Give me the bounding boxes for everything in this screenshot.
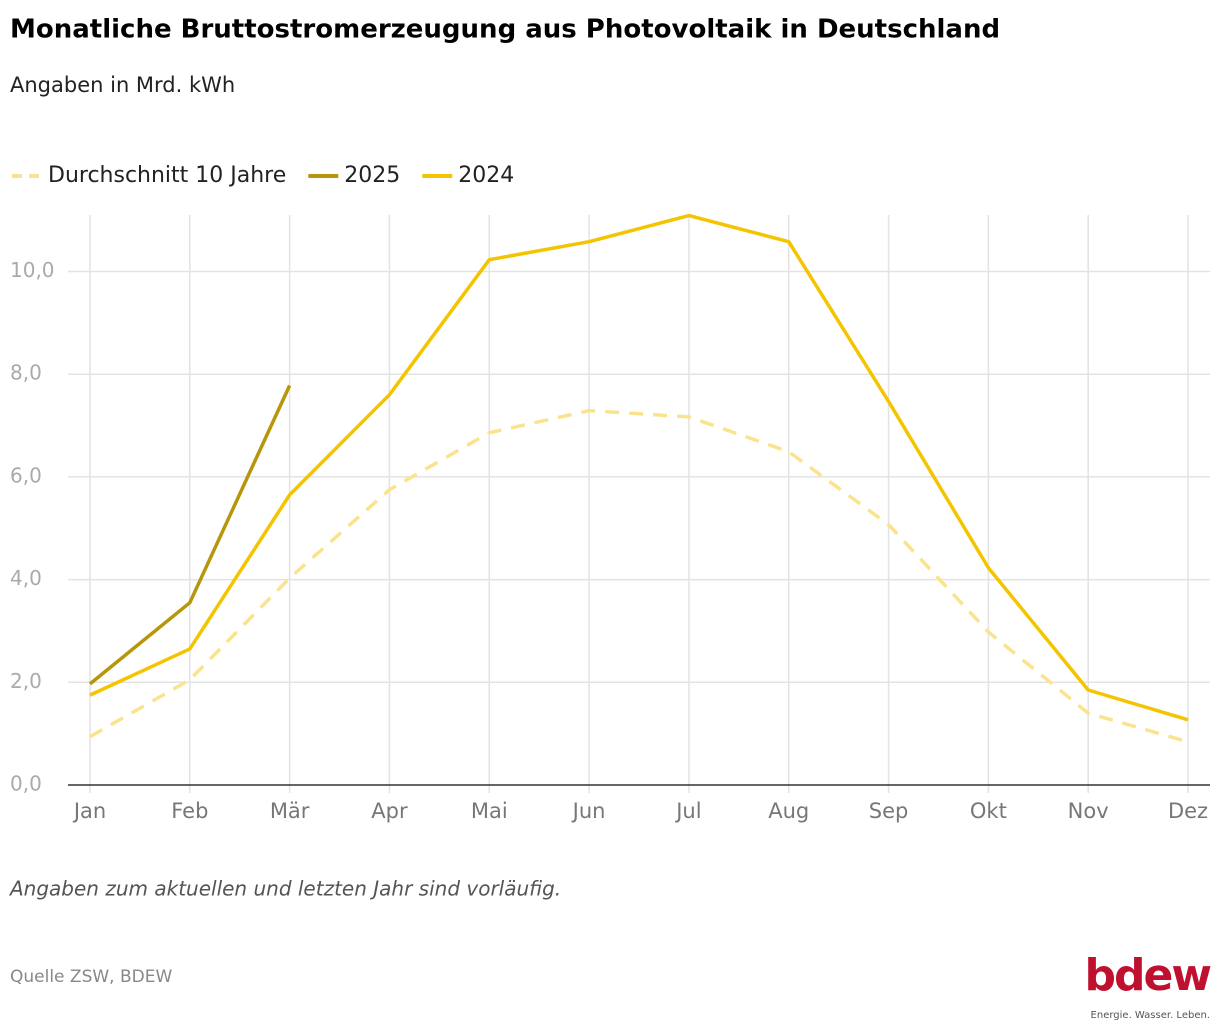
x-tick-label: Aug	[768, 799, 809, 823]
y-tick-label: 6,0	[10, 463, 42, 487]
legend-label: 2025	[344, 163, 400, 188]
y-tick-label: 0,0	[10, 772, 42, 796]
x-tick-label: Dez	[1168, 799, 1208, 823]
x-tick-label: Jul	[674, 799, 701, 823]
y-tick-label: 2,0	[10, 669, 42, 693]
x-tick-label: Feb	[171, 799, 208, 823]
y-tick-label: 8,0	[10, 361, 42, 385]
series-line	[88, 384, 292, 686]
x-tick-label: Mär	[270, 799, 310, 823]
note: Angaben zum aktuellen und letzten Jahr s…	[8, 877, 561, 901]
x-tick-label: Mai	[471, 799, 508, 823]
source: Quelle ZSW, BDEW	[10, 967, 172, 987]
series-line	[89, 213, 1189, 722]
chart-title: Monatliche Bruttostromerzeugung aus Phot…	[10, 15, 1000, 45]
legend-label: 2024	[458, 163, 514, 188]
x-tick-label: Apr	[371, 799, 408, 823]
x-tick-label: Okt	[970, 799, 1007, 823]
chart-subtitle: Angaben in Mrd. kWh	[10, 73, 235, 97]
y-tick-label: 4,0	[10, 566, 42, 590]
x-tick-label: Sep	[869, 799, 909, 823]
y-tick-label: 10,0	[10, 258, 55, 282]
x-tick-label: Jan	[72, 799, 106, 823]
x-tick-label: Nov	[1068, 799, 1109, 823]
logo: bdew	[1085, 950, 1212, 1001]
series-line	[89, 408, 1189, 744]
legend-label: Durchschnitt 10 Jahre	[48, 163, 286, 188]
logo-tagline: Energie. Wasser. Leben.	[1091, 1010, 1210, 1021]
x-tick-label: Jun	[571, 799, 606, 823]
